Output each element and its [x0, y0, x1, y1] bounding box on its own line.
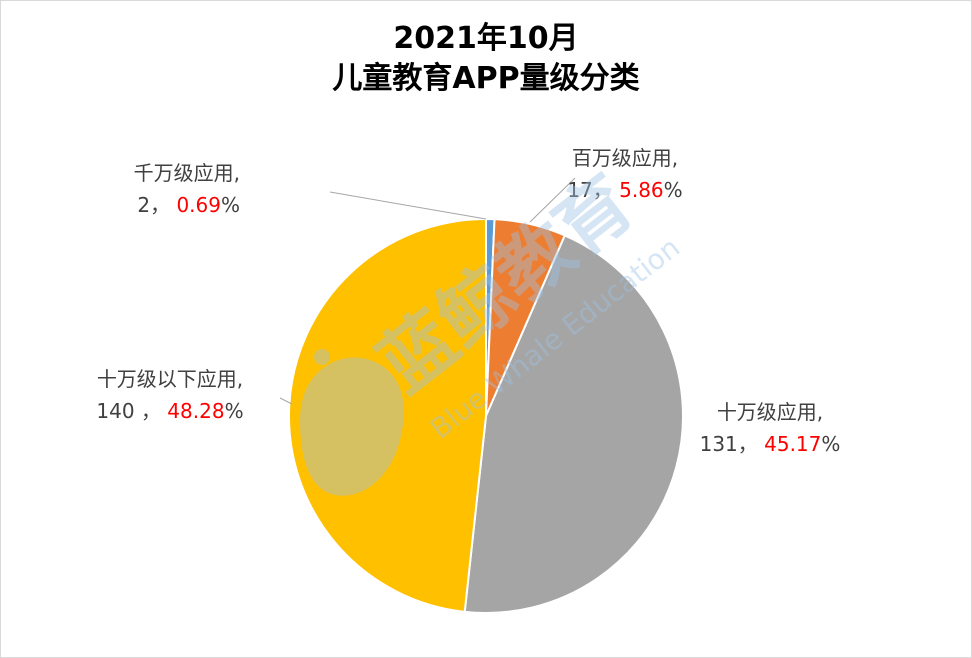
data-labels: 千万级应用, 2， 0.69% 百万级应用, 17， 5.86% 十万级应用, 131， …	[96, 146, 840, 456]
watermark-whale-logo	[300, 357, 404, 496]
slice-label-0: 千万级应用,	[134, 161, 240, 185]
slice-value-label-3: 140 ， 48.28%	[96, 399, 243, 423]
leader-lines	[279, 177, 576, 405]
chart-title-line-1: 2021年10月	[393, 21, 579, 56]
slice-label-1: 百万级应用,	[572, 146, 678, 170]
slice-percent-2: 45.17	[764, 432, 821, 456]
pie-slice-2	[463, 234, 684, 614]
slice-value-label-1: 17， 5.86%	[567, 178, 682, 202]
leader-line-1	[529, 177, 576, 223]
slice-percent-3: 48.28	[167, 399, 224, 423]
slice-label-2: 十万级应用,	[717, 400, 823, 424]
slice-value-label-0: 2， 0.69%	[137, 193, 240, 217]
leader-line-0	[329, 191, 487, 220]
slice-percent-0: 0.69	[176, 193, 221, 217]
chart-title-line-2: 儿童教育APP量级分类	[332, 61, 640, 96]
pie-slices	[288, 217, 684, 614]
leader-line-3	[279, 397, 293, 405]
slice-label-3: 十万级以下应用,	[97, 367, 243, 391]
slice-value-label-2: 131， 45.17%	[700, 432, 841, 456]
watermark-drop-icon	[314, 349, 330, 365]
slice-percent-1: 5.86	[619, 178, 664, 202]
pie-slice-3	[288, 217, 487, 613]
